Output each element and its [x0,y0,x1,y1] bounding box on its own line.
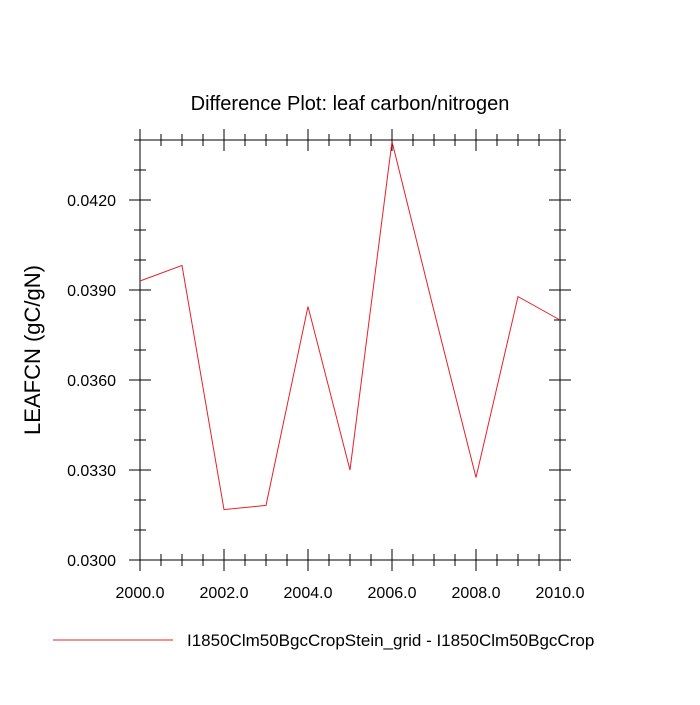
y-axis-label: LEAFCN (gC/gN) [20,265,45,435]
plot-border [139,139,561,561]
series-lines [139,141,561,511]
x-tick-label: 2002.0 [200,585,249,602]
tick-labels: 2000.0 2002.0 2004.0 2006.0 2008.0 2010.0 0.03… [67,193,585,602]
x-tick-label: 2004.0 [284,585,333,602]
y-tick-label: 0.0420 [67,193,116,210]
y-tick-label: 0.0390 [67,283,116,300]
y-tick-label: 0.0360 [67,373,116,390]
y-tick-label: 0.0300 [67,553,116,570]
x-tick-label: 2010.0 [536,585,585,602]
plot-frame [139,139,561,561]
series-line-0 [139,141,561,511]
chart-title: Difference Plot: leaf carbon/nitrogen [191,93,510,115]
x-tick-label: 2006.0 [368,585,417,602]
x-tick-label: 2000.0 [116,585,165,602]
legend: I1850Clm50BgcCropStein_grid - I1850Clm50… [53,631,594,650]
x-tick-label: 2008.0 [452,585,501,602]
legend-label: I1850Clm50BgcCropStein_grid - I1850Clm50… [187,631,594,650]
major-ticks [129,129,571,571]
minor-ticks [134,134,566,566]
y-tick-label: 0.0330 [67,463,116,480]
